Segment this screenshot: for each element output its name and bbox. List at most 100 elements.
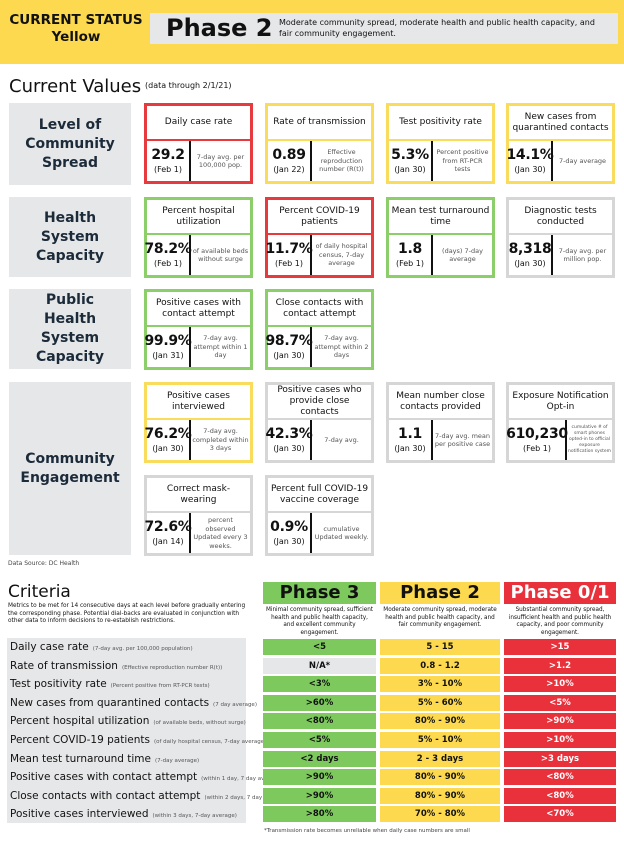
criteria-metrics-panel <box>7 638 246 823</box>
card-value: 42.3% <box>265 426 313 442</box>
metric-name: Test positivity rate <box>10 678 107 691</box>
threshold-cell: <2 days <box>263 750 376 767</box>
card-value: 11.7% <box>265 241 313 257</box>
metric-detail: (Percent positive from RT-PCR tests) <box>110 683 210 690</box>
card-value: 8,318 <box>508 241 552 257</box>
metric-name: New cases from quarantined contacts <box>10 696 210 709</box>
card-title: Percent COVID-19 patients <box>268 200 371 235</box>
criteria-row: Rate of transmission (Effective reproduct… <box>10 657 222 676</box>
card-note: 7-day avg. <box>324 435 359 444</box>
current-values-subtitle: (data through 2/1/21) <box>145 81 232 90</box>
card-value: 1.8 <box>398 241 422 257</box>
card-value: 76.2% <box>144 426 192 442</box>
card-value: 98.7% <box>265 333 313 349</box>
card-title: Positive cases with contact attempt <box>147 292 250 327</box>
card-title: Percent hospital utilization <box>147 200 250 235</box>
current-status: CURRENT STATUS Yellow <box>6 12 146 46</box>
metric-card: Percent COVID-19 patients 11.7% (Feb 1) … <box>265 197 374 278</box>
card-note: of daily hospital census, 7-day average <box>315 242 368 268</box>
card-date: (Jan 30) <box>394 444 426 453</box>
card-date: (Feb 1) <box>153 165 183 174</box>
criteria-row: Positive cases with contact attempt (with… <box>10 768 272 787</box>
threshold-cell: <5% <box>504 694 616 711</box>
metric-name: Percent hospital utilization <box>10 715 150 728</box>
criteria-row: Close contacts with contact attempt (with… <box>10 787 278 806</box>
card-title: Daily case rate <box>147 106 250 141</box>
card-date: (Jan 30) <box>273 537 305 546</box>
metric-name: Close contacts with contact attempt <box>10 789 201 802</box>
metric-card: Correct mask-wearing 72.6% (Jan 14) perc… <box>144 475 253 556</box>
category-label: Health System Capacity <box>9 197 131 277</box>
card-title: Diagnostic tests conducted <box>509 200 612 235</box>
card-note: 7-day avg. completed within 3 days <box>192 427 249 453</box>
card-value: 78.2% <box>144 241 192 257</box>
criteria-row: Test positivity rate (Percent positive fr… <box>10 675 210 694</box>
criteria-row: Percent COVID-19 patients (of daily hospi… <box>10 731 266 750</box>
data-source: Data Source: DC Health <box>8 560 80 567</box>
metric-detail: (within 1 day, 7 day avg.) <box>201 776 272 783</box>
card-note: 7-day avg. attempt within 2 days <box>314 334 369 360</box>
threshold-cell: >90% <box>504 713 616 730</box>
card-title: Close contacts with contact attempt <box>268 292 371 327</box>
threshold-cell: <5 <box>263 639 376 655</box>
metric-card: Positive cases interviewed 76.2% (Jan 30… <box>144 382 253 463</box>
threshold-cell: <80% <box>504 787 616 804</box>
metric-card: Daily case rate 29.2 (Feb 1) 7-day avg. … <box>144 103 253 184</box>
threshold-cell: <80% <box>504 769 616 786</box>
status-label: CURRENT STATUS <box>9 12 143 28</box>
card-date: (Jan 30) <box>394 165 426 174</box>
threshold-cell: >10% <box>504 732 616 748</box>
phase-description: Moderate community spread, moderate heal… <box>383 607 497 628</box>
card-title: Rate of transmission <box>268 106 371 141</box>
threshold-cell: <70% <box>504 806 616 823</box>
card-date: (Feb 1) <box>153 259 183 268</box>
status-color: Yellow <box>51 29 101 45</box>
card-date: (Feb 1) <box>522 444 552 453</box>
card-title: Test positivity rate <box>389 106 492 141</box>
footnote: *Transmission rate becomes unreliable wh… <box>264 828 470 834</box>
card-note: 7-day avg. attempt within 1 day <box>193 334 248 360</box>
metric-name: Positive cases with contact attempt <box>10 771 198 784</box>
phase-description: Substantial community spread, insufficie… <box>508 607 612 636</box>
card-value: 99.9% <box>144 333 192 349</box>
threshold-cell: 5% - 60% <box>380 694 500 711</box>
metric-detail: (7-day avg. per 100,000 population) <box>92 646 193 652</box>
metric-name: Percent COVID-19 patients <box>10 734 150 746</box>
threshold-cell: 2 - 3 days <box>380 750 500 767</box>
threshold-cell: >60% <box>263 694 376 711</box>
card-date: (Jan 30) <box>152 444 184 453</box>
card-note: Percent positive from RT-PCR tests <box>436 148 489 174</box>
card-note: Effective reproduction number (R(t)) <box>319 148 364 174</box>
card-value: 29.2 <box>151 147 185 163</box>
threshold-cell: >15 <box>504 639 616 655</box>
metric-name: Positive cases interviewed <box>10 808 149 821</box>
metric-card: New cases from quarantined contacts 14.1… <box>506 103 615 184</box>
metric-detail: (within 3 days, 7-day average) <box>152 813 237 820</box>
threshold-cell: N/A* <box>263 657 376 674</box>
phase-header: Phase 3 <box>263 582 376 604</box>
threshold-cell: >1.2 <box>504 657 616 674</box>
threshold-cell: >90% <box>263 769 376 786</box>
card-date: (Jan 14) <box>152 537 184 546</box>
threshold-cell: >90% <box>263 787 376 804</box>
phase-description: Moderate community spread, moderate heal… <box>279 18 595 38</box>
metric-card: Percent full COVID-19 vaccine coverage 0… <box>265 475 374 556</box>
metric-card: Mean test turnaround time 1.8 (Feb 1) (d… <box>386 197 495 278</box>
threshold-cell: <5% <box>263 732 376 748</box>
phase-header: Phase 2 <box>380 582 500 604</box>
metric-card: Rate of transmission 0.89 (Jan 22) Effec… <box>265 103 374 184</box>
card-note: 7-day avg. per million pop. <box>558 246 607 264</box>
card-value: 0.89 <box>272 147 306 163</box>
card-date: (Jan 22) <box>273 165 305 174</box>
card-title: Mean number close contacts provided <box>389 385 492 420</box>
threshold-cell: >3 days <box>504 750 616 767</box>
metric-card: Positive cases with contact attempt 99.9… <box>144 289 253 370</box>
threshold-cell: 80% - 90% <box>380 769 500 786</box>
current-phase: Phase 2 <box>166 14 273 42</box>
threshold-cell: <3% <box>263 676 376 693</box>
card-note: (days) 7-day average <box>442 246 483 264</box>
threshold-cell: 5% - 10% <box>380 732 500 748</box>
metric-detail: (Effective reproduction number R(t)) <box>121 664 223 671</box>
category-label: Level of Community Spread <box>9 103 131 185</box>
current-values-title: Current Values <box>9 76 142 97</box>
